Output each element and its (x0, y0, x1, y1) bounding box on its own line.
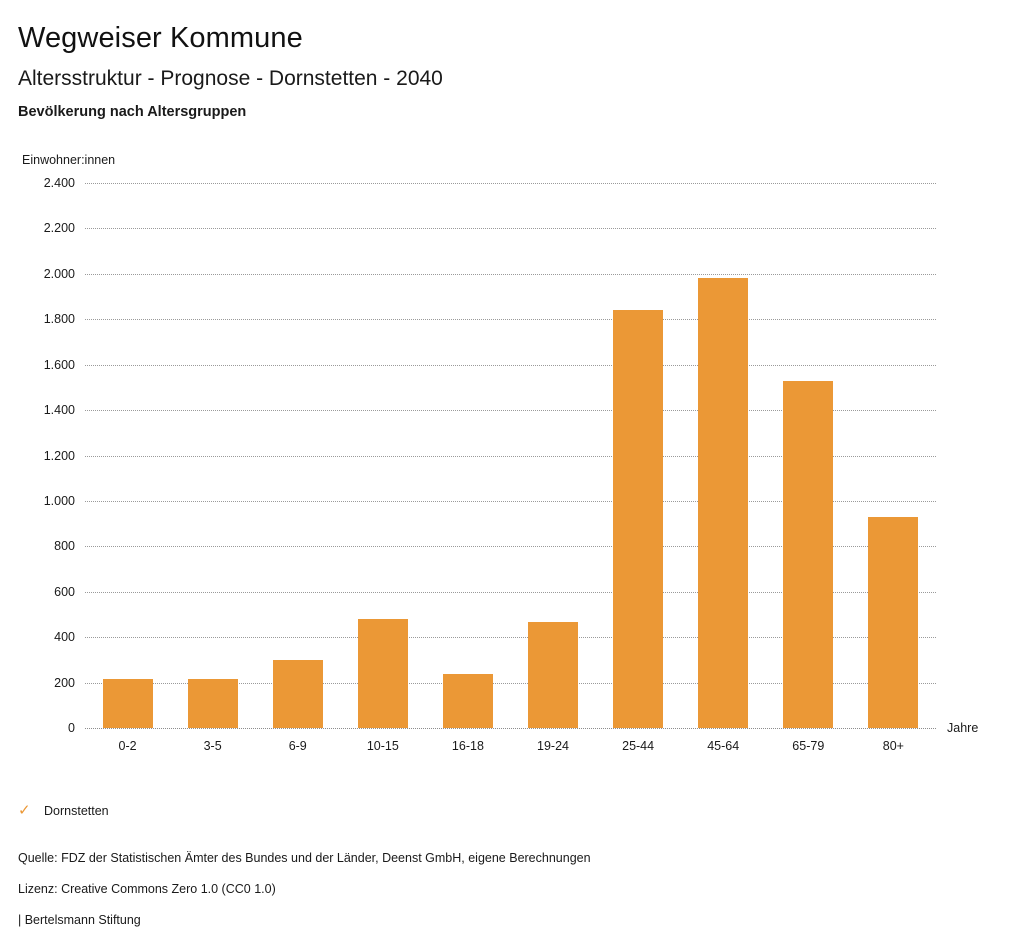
page-title: Wegweiser Kommune (18, 22, 303, 54)
page-description: Bevölkerung nach Altersgruppen (18, 104, 247, 120)
y-axis-tick-label: 600 (54, 584, 75, 599)
x-axis-tick-label: 80+ (882, 739, 904, 753)
y-axis-tick-label: 1.400 (43, 403, 75, 418)
bar[interactable] (613, 310, 664, 728)
footer-license: Lizenz: Creative Commons Zero 1.0 (CC0 1… (18, 882, 276, 896)
y-axis-tick-label: 2.400 (43, 176, 75, 190)
bar-group: 0-2 3-5 6-9 10-15 16-18 19-24 25-44 45-64 65-79 8… (85, 183, 936, 753)
y-axis-tick-label: 0 (68, 721, 75, 735)
x-axis-tick-label: 10-15 (366, 739, 399, 753)
y-axis-title: Einwohner:innen (22, 153, 116, 167)
bar-slot: 45-64 (681, 183, 766, 753)
y-axis-tick-label: 1.600 (43, 357, 75, 372)
bar-slot: 0-2 (85, 183, 170, 753)
bar[interactable] (102, 679, 153, 728)
bar[interactable] (698, 278, 749, 728)
bar-slot: 65-79 (766, 183, 851, 753)
bar[interactable] (187, 679, 238, 728)
gridline (85, 319, 936, 321)
bar[interactable] (783, 380, 834, 728)
gridline (85, 364, 936, 366)
gridline (85, 591, 936, 593)
x-axis-tick-label: 25-44 (622, 739, 655, 753)
bar-slot: 6-9 (255, 183, 340, 753)
x-axis-title: Jahre (947, 721, 979, 735)
gridline (85, 273, 936, 275)
x-axis-tick-label: 65-79 (792, 739, 825, 753)
y-axis-tick-label: 2.000 (43, 266, 75, 281)
legend-item-dornstetten[interactable]: Dornstetten (44, 803, 109, 818)
bar[interactable] (868, 516, 919, 728)
x-axis-tick-label: 3-5 (203, 739, 222, 753)
y-axis-tick-label: 1.000 (43, 493, 75, 508)
gridline (85, 500, 936, 502)
gridline (85, 183, 936, 184)
y-axis-tick-label: 400 (54, 630, 75, 645)
bar-chart: Einwohner:innen 2.400 2.200 2.000 1.800 1.60… (18, 153, 1006, 753)
y-axis-tick-label: 1.200 (43, 448, 75, 463)
bar-slot: 80+ (851, 183, 936, 753)
y-axis-tick-label: 1.800 (43, 312, 75, 327)
page-subtitle: Altersstruktur - Prognose - Dornstetten … (18, 67, 443, 90)
plot-area: 2.400 2.200 2.000 1.800 1.600 1.400 1.200 1.000… (44, 176, 979, 753)
bar-slot: 19-24 (510, 183, 595, 753)
footer-publisher: | Bertelsmann Stiftung (18, 913, 141, 927)
y-axis-tick-label: 2.200 (43, 221, 75, 236)
x-axis-tick-label: 16-18 (451, 739, 484, 753)
bar[interactable] (442, 673, 493, 728)
bar[interactable] (528, 622, 579, 728)
x-axis-tick-label: 0-2 (118, 739, 137, 753)
x-axis-tick-label: 45-64 (707, 739, 740, 753)
gridline (85, 637, 936, 639)
gridline (85, 682, 936, 684)
bar-slot: 3-5 (170, 183, 255, 753)
x-axis-tick-label: 6-9 (288, 739, 307, 753)
gridline (85, 228, 936, 230)
bar-slot: 25-44 (596, 183, 681, 753)
footer-source: Quelle: FDZ der Statistischen Ämter des … (18, 851, 591, 865)
bar-slot: 16-18 (425, 183, 510, 753)
gridline (85, 546, 936, 548)
gridline (85, 728, 936, 729)
legend: ✓ Dornstetten (18, 803, 109, 818)
bar[interactable] (357, 619, 408, 728)
y-axis-tick-label: 200 (54, 675, 75, 690)
footer: Quelle: FDZ der Statistischen Ämter des … (18, 843, 591, 936)
gridline (85, 410, 936, 412)
x-axis-tick-label: 19-24 (537, 739, 570, 753)
bar-slot: 10-15 (340, 183, 425, 753)
bar[interactable] (272, 659, 323, 728)
gridline (85, 455, 936, 457)
check-icon: ✓ (18, 802, 31, 819)
y-axis-tick-label: 800 (54, 539, 75, 554)
